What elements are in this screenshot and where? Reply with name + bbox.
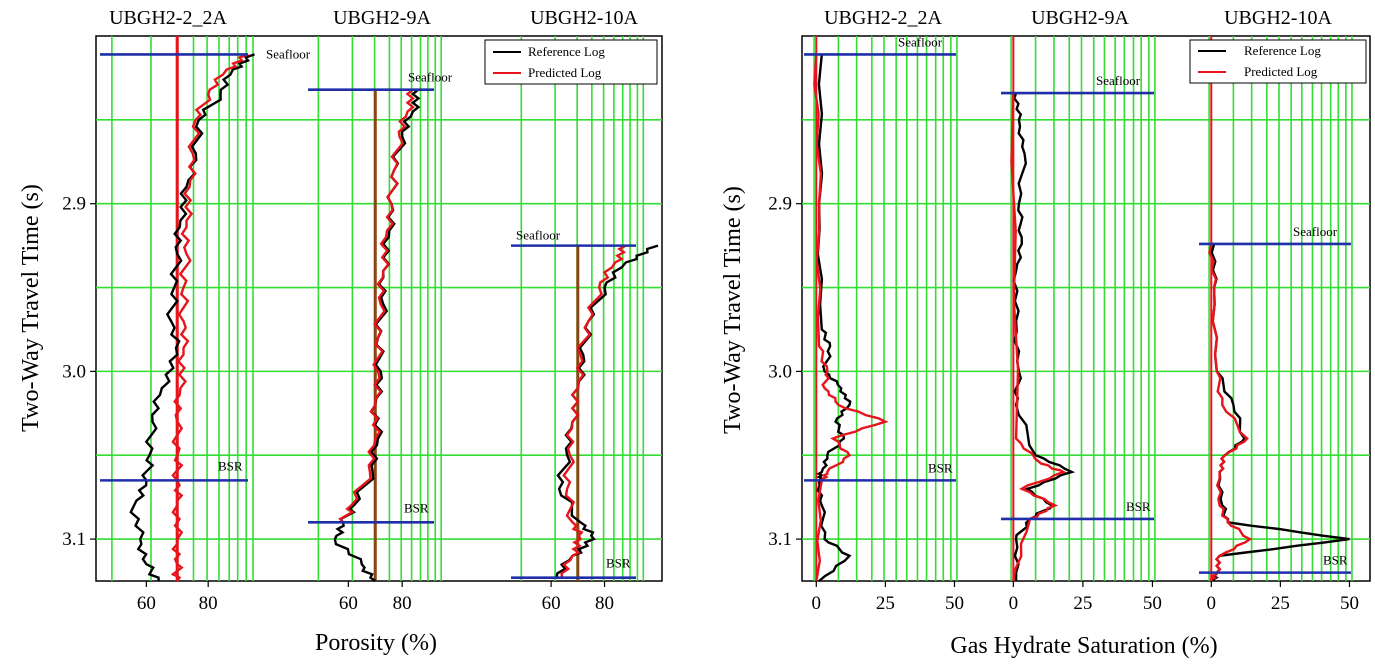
porosity-track-1-x-tick-label: 80: [199, 593, 218, 614]
saturation-track-1-x-tick-label: 50: [945, 593, 964, 614]
porosity-track-titles: UBGH2-2_2A UBGH2-9A UBGH2-10A: [109, 7, 638, 29]
porosity-track-1-x-tick-label: 60: [137, 593, 156, 614]
porosity-track-3-title: UBGH2-10A: [530, 7, 638, 29]
porosity-plot-frame: [95, 35, 663, 582]
saturation-legend-box: [1189, 39, 1367, 84]
porosity-track-1-predicted-log: [170, 53, 249, 582]
porosity-track-3-seafloor-label: Seafloor: [516, 228, 561, 243]
saturation-y-tick-label: 2.9: [768, 194, 792, 215]
porosity-track-2-seafloor-label: Seafloor: [408, 70, 453, 85]
porosity-legend-reference-label: Reference Log: [528, 44, 605, 59]
saturation-grid: [802, 36, 1370, 581]
saturation-y-tick-label: 3.1: [768, 529, 792, 550]
saturation-track-2-x-tick-label: 25: [1073, 593, 1092, 614]
porosity-y-ticks: 2.9 3.0 3.1: [62, 194, 96, 550]
saturation-track-1-predicted-log: [813, 54, 889, 582]
saturation-track-3-predicted-log: [1208, 243, 1253, 582]
saturation-track-3-x-tick-label: 0: [1207, 593, 1217, 614]
saturation-track-2-title: UBGH2-9A: [1031, 7, 1129, 29]
saturation-track-2-x-tick-label: 50: [1143, 593, 1162, 614]
saturation-track-1-x-tick-label: 25: [876, 593, 895, 614]
saturation-track-1-seafloor-label: Seafloor: [898, 34, 943, 49]
saturation-track-2-predicted-log: [1010, 92, 1067, 582]
saturation-track-3-bsr-label: BSR: [1323, 553, 1348, 568]
porosity-legend: Reference Log Predicted Log: [484, 39, 658, 85]
saturation-track-1-x-tick-label: 0: [812, 593, 822, 614]
saturation-legend: Reference Log Predicted Log: [1189, 39, 1367, 84]
porosity-y-tick-label: 3.0: [62, 361, 86, 382]
porosity-marks: 60 80 Seafloor BSR 60 80 Seafloor BSR 60 80 Seaflo…: [100, 36, 659, 614]
saturation-plot-frame: [801, 35, 1371, 582]
saturation-y-tick-label: 3.0: [768, 361, 792, 382]
saturation-track-3-title: UBGH2-10A: [1224, 7, 1332, 29]
saturation-marks: 0 25 50 Seafloor BSR 0 25 50 Seafloor BSR 0 25 50 Sea…: [804, 34, 1359, 614]
saturation-track-2-bsr-label: BSR: [1126, 499, 1151, 514]
porosity-track-3-predicted-log: [560, 244, 627, 578]
saturation-x-axis-title: Gas Hydrate Saturation (%): [950, 633, 1217, 659]
porosity-track-1-seafloor-label: Seafloor: [266, 46, 311, 61]
saturation-track-1-reference-log: [816, 54, 852, 582]
saturation-legend-reference-label: Reference Log: [1244, 43, 1321, 58]
porosity-track-2-predicted-log: [338, 88, 415, 524]
saturation-y-ticks: 2.9 3.0 3.1: [768, 194, 802, 550]
porosity-legend-box: [484, 39, 658, 85]
saturation-legend-predicted-label: Predicted Log: [1244, 64, 1318, 79]
porosity-track-2-title: UBGH2-9A: [333, 7, 431, 29]
saturation-track-2-x-tick-label: 0: [1009, 593, 1019, 614]
saturation-track-3-x-tick-label: 25: [1271, 593, 1290, 614]
porosity-track-1-bsr-label: BSR: [218, 458, 243, 473]
saturation-track-2-seafloor-label: Seafloor: [1096, 73, 1141, 88]
saturation-y-axis-title: Two-Way Travel Time (s): [720, 186, 746, 434]
porosity-track-3-x-tick-label: 80: [595, 593, 614, 614]
porosity-x-axis-title: Porosity (%): [315, 630, 437, 656]
saturation-panel: 0 25 50 Seafloor BSR 0 25 50 Seafloor BSR 0 25 50 Sea…: [720, 7, 1371, 659]
porosity-legend-predicted-label: Predicted Log: [528, 65, 602, 80]
porosity-track-1-title: UBGH2-2_2A: [109, 7, 227, 29]
saturation-track-3-seafloor-label: Seafloor: [1293, 224, 1338, 239]
saturation-track-3-x-tick-label: 50: [1340, 593, 1359, 614]
porosity-track-2-x-tick-label: 60: [339, 593, 358, 614]
porosity-y-tick-label: 3.1: [62, 529, 86, 550]
porosity-track-1-reference-log: [129, 53, 255, 582]
porosity-track-2-bsr-label: BSR: [404, 500, 429, 515]
porosity-track-3-x-tick-label: 60: [542, 593, 561, 614]
porosity-panel: 60 80 Seafloor BSR 60 80 Seafloor BSR 60 80 Seaflo…: [18, 7, 663, 656]
porosity-track-2-x-tick-label: 80: [393, 593, 412, 614]
saturation-track-1-bsr-label: BSR: [928, 460, 953, 475]
porosity-y-axis-title: Two-Way Travel Time (s): [18, 184, 44, 432]
porosity-track-3-bsr-label: BSR: [606, 556, 631, 571]
saturation-track-1-title: UBGH2-2_2A: [824, 7, 942, 29]
saturation-track-titles: UBGH2-2_2A UBGH2-9A UBGH2-10A: [824, 7, 1332, 29]
porosity-y-tick-label: 2.9: [62, 194, 86, 215]
porosity-grid: [96, 36, 662, 581]
